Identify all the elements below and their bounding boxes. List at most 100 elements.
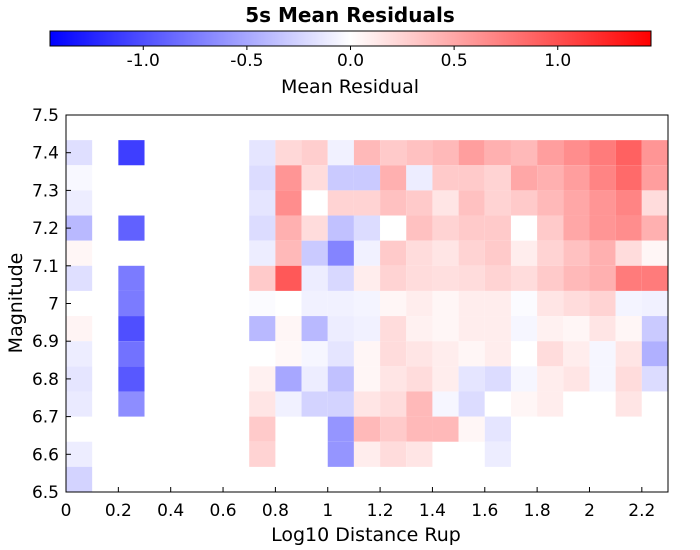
heatmap-cell <box>380 416 407 442</box>
heatmap-cell <box>118 391 145 417</box>
heatmap-cell <box>249 165 276 191</box>
heatmap-cell <box>484 416 511 442</box>
heatmap-cell <box>327 115 354 141</box>
heatmap-cell <box>432 391 459 417</box>
heatmap-cell <box>432 416 459 442</box>
heatmap-cell <box>301 165 328 191</box>
heatmap-cell <box>589 165 616 191</box>
heatmap-cell <box>563 391 590 417</box>
heatmap-cell <box>327 416 354 442</box>
colorbar-label: Mean Residual <box>281 76 419 98</box>
heatmap-cell <box>406 140 433 166</box>
heatmap-cell <box>458 366 485 392</box>
heatmap-cell <box>380 140 407 166</box>
heatmap-cell <box>484 265 511 291</box>
heatmap-cell <box>458 165 485 191</box>
y-tick-label: 6.8 <box>32 370 59 390</box>
heatmap-cell <box>615 265 642 291</box>
heatmap-cell <box>406 416 433 442</box>
heatmap-cell <box>353 240 381 266</box>
heatmap-cell <box>249 290 276 317</box>
heatmap-cell <box>432 366 459 392</box>
heatmap-cell <box>615 190 642 216</box>
heatmap-cell <box>249 215 276 241</box>
y-tick-label: 7 <box>48 295 59 315</box>
heatmap-cell <box>301 366 328 392</box>
heatmap-cell <box>66 466 93 492</box>
heatmap-cell <box>249 190 276 216</box>
heatmap-cell <box>458 240 485 266</box>
heatmap-cell <box>353 391 381 417</box>
heatmap-cell <box>510 290 538 317</box>
heatmap-cell <box>275 341 302 367</box>
heatmap-cell <box>406 165 433 191</box>
heatmap-cell <box>353 215 381 241</box>
heatmap-cell <box>537 215 564 241</box>
heatmap-cell <box>249 366 276 392</box>
x-tick-label: 0.2 <box>105 501 132 521</box>
y-tick-label: 6.9 <box>32 332 59 352</box>
heatmap-cell <box>66 265 93 291</box>
colorbar-tick-label: -0.5 <box>230 51 263 71</box>
heatmap-cell <box>353 366 381 392</box>
heatmap-cell <box>589 265 616 291</box>
heatmap-cell <box>275 391 302 417</box>
heatmap-cell <box>563 265 590 291</box>
heatmap-cell <box>380 290 407 317</box>
heatmap-cell <box>275 316 302 342</box>
heatmap-cell <box>406 190 433 216</box>
heatmap-cell <box>275 190 302 216</box>
heatmap-cell <box>458 416 485 442</box>
heatmap-cell <box>353 190 381 216</box>
heatmap-cell <box>484 165 511 191</box>
y-axis-label: Magnitude <box>5 253 27 354</box>
heatmap-cell <box>118 316 145 342</box>
heatmap-cell <box>406 290 433 317</box>
heatmap-cell <box>537 140 564 166</box>
heatmap-cell <box>432 240 459 266</box>
heatmap-cell <box>249 391 276 417</box>
heatmap-cell <box>510 165 538 191</box>
y-tick-label: 7.3 <box>32 181 59 201</box>
heatmap-cell <box>641 290 668 317</box>
heatmap-cell <box>484 290 511 317</box>
heatmap-cell <box>353 165 381 191</box>
heatmap-cell <box>327 240 354 266</box>
heatmap-cell <box>510 115 538 141</box>
heatmap-cell <box>380 341 407 367</box>
heatmap-cell <box>484 190 511 216</box>
heatmap-cell <box>458 341 485 367</box>
heatmap-cell <box>563 190 590 216</box>
heatmap-cell <box>458 190 485 216</box>
heatmap-cell <box>275 366 302 392</box>
y-tick-label: 7.2 <box>32 219 59 239</box>
heatmap-cell <box>380 366 407 392</box>
heatmap-cell <box>641 341 668 367</box>
heatmap-cell <box>327 290 354 317</box>
heatmap-cell <box>537 290 564 317</box>
heatmap-cell <box>327 190 354 216</box>
heatmap-cell <box>641 366 668 392</box>
heatmap-cell <box>510 190 538 216</box>
x-tick-label: 2 <box>584 501 595 521</box>
heatmap-cell <box>484 115 511 141</box>
heatmap-cell <box>458 265 485 291</box>
y-tick-label: 6.7 <box>32 408 59 428</box>
heatmap-cell <box>510 265 538 291</box>
heatmap-cell <box>563 215 590 241</box>
x-tick-label: 1.2 <box>367 501 394 521</box>
heatmap-cell <box>537 190 564 216</box>
heatmap-cell <box>589 341 616 367</box>
heatmap-cell <box>406 441 433 467</box>
colorbar-tick-label: 0.0 <box>337 51 364 71</box>
heatmap-cell <box>432 165 459 191</box>
heatmap-cell <box>432 140 459 166</box>
heatmap-cell <box>589 391 616 417</box>
heatmap-cell <box>432 265 459 291</box>
heatmap-cell <box>275 265 302 291</box>
heatmap-cell <box>249 265 276 291</box>
heatmap-cell <box>589 290 616 317</box>
heatmap-cell <box>66 316 93 342</box>
heatmap-cell <box>641 316 668 342</box>
